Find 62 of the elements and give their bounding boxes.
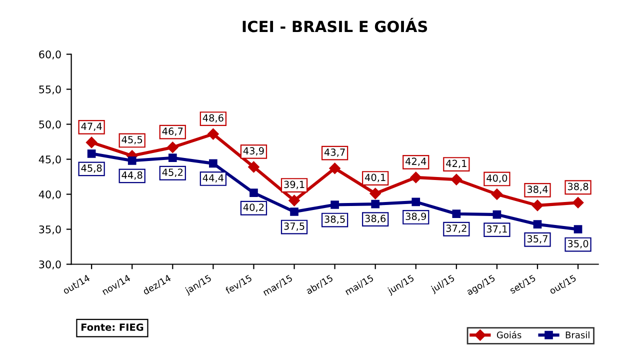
data-label: 38,8 — [568, 182, 588, 192]
data-label: 37,1 — [486, 225, 507, 234]
point — [452, 210, 461, 218]
y-tick-label: 45,0 — [38, 155, 61, 164]
data-label: 35,0 — [568, 240, 588, 248]
point — [208, 128, 219, 140]
data-label: 37,2 — [446, 224, 466, 233]
point — [329, 162, 340, 174]
data-label: 37,5 — [284, 222, 304, 231]
point — [572, 197, 584, 208]
point — [492, 210, 502, 219]
data-label: 45,5 — [122, 136, 142, 144]
data-label: 42,1 — [446, 160, 466, 168]
data-label: 45,8 — [81, 164, 102, 173]
data-label: 48,6 — [202, 114, 224, 123]
y-tick-label: 55,0 — [39, 85, 61, 94]
data-label: 44,4 — [202, 174, 224, 183]
data-label: 40,0 — [486, 174, 508, 183]
point — [491, 188, 503, 200]
point — [167, 142, 178, 153]
point — [330, 200, 339, 209]
data-label: 38,5 — [324, 215, 345, 224]
data-label: 45,2 — [162, 168, 182, 177]
point — [410, 172, 422, 184]
point — [168, 154, 177, 162]
point — [532, 200, 544, 212]
legend-label: Goiás — [496, 331, 522, 338]
data-label: 38,9 — [406, 212, 426, 222]
point — [450, 174, 462, 186]
point — [371, 200, 380, 208]
point — [533, 220, 542, 229]
data-label: 44,8 — [122, 171, 142, 180]
point — [86, 136, 98, 148]
data-label: 43,9 — [243, 147, 264, 156]
point — [370, 188, 381, 200]
point — [250, 188, 258, 198]
source-note: Fonte: FIEG — [81, 324, 144, 331]
data-label: 39,1 — [284, 180, 304, 190]
data-label: 46,7 — [162, 128, 183, 136]
y-tick-label: 50,0 — [39, 120, 61, 130]
point — [209, 159, 218, 168]
y-tick-label: 60,0 — [39, 50, 61, 60]
data-label: 40,1 — [364, 174, 386, 182]
data-label: 40,2 — [243, 204, 264, 212]
point — [288, 194, 300, 206]
chart-title: ICEI - BRASIL E GOIÁS — [242, 18, 428, 32]
point — [290, 208, 298, 216]
data-label: 38,4 — [527, 186, 548, 194]
point — [412, 198, 420, 206]
data-label: 47,4 — [81, 122, 102, 131]
y-tick-label: 30,0 — [39, 260, 61, 270]
data-label: 43,7 — [324, 148, 345, 157]
y-tick-label: 40,0 — [38, 190, 61, 200]
y-tick-label: 35,0 — [39, 225, 61, 234]
data-label: 42,4 — [406, 158, 426, 166]
point — [128, 156, 136, 165]
point — [574, 225, 582, 234]
point — [87, 149, 96, 158]
point — [248, 161, 260, 173]
data-label: 35,7 — [527, 235, 548, 244]
data-label: 38,6 — [365, 214, 386, 224]
legend-label: Brasil — [566, 331, 590, 338]
